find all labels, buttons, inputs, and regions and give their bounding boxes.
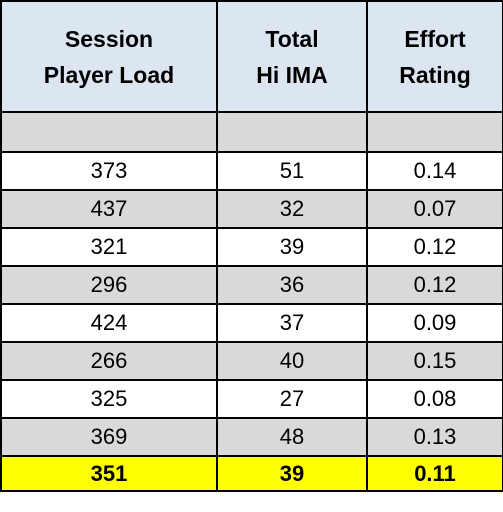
blank-cell bbox=[366, 111, 503, 153]
header-row: Session Player Load Total Hi IMA Effort Ratin… bbox=[0, 0, 503, 113]
data-row: 369 48 0.13 bbox=[0, 417, 503, 457]
column-header: Session Player Load bbox=[0, 0, 218, 113]
data-cell: 373 bbox=[0, 151, 218, 191]
data-row: 424 37 0.09 bbox=[0, 303, 503, 343]
data-row: 266 40 0.15 bbox=[0, 341, 503, 381]
summary-cell: 39 bbox=[216, 455, 368, 492]
blank-cell bbox=[216, 111, 368, 153]
data-cell: 27 bbox=[216, 379, 368, 419]
data-cell: 0.14 bbox=[366, 151, 503, 191]
data-cell: 321 bbox=[0, 227, 218, 267]
data-cell: 0.07 bbox=[366, 189, 503, 229]
column-header: Total Hi IMA bbox=[216, 0, 368, 113]
data-row: 296 36 0.12 bbox=[0, 265, 503, 305]
data-cell: 0.12 bbox=[366, 265, 503, 305]
data-cell: 0.08 bbox=[366, 379, 503, 419]
header-line: Hi IMA bbox=[256, 61, 328, 88]
data-cell: 0.15 bbox=[366, 341, 503, 381]
header-line: Total bbox=[265, 25, 319, 52]
data-cell: 0.09 bbox=[366, 303, 503, 343]
data-cell: 48 bbox=[216, 417, 368, 457]
data-row: 437 32 0.07 bbox=[0, 189, 503, 229]
summary-cell: 351 bbox=[0, 455, 218, 492]
data-row: 321 39 0.12 bbox=[0, 227, 503, 267]
data-cell: 325 bbox=[0, 379, 218, 419]
header-line: Effort bbox=[404, 25, 466, 52]
data-cell: 296 bbox=[0, 265, 218, 305]
data-cell: 266 bbox=[0, 341, 218, 381]
data-cell: 369 bbox=[0, 417, 218, 457]
data-row: 373 51 0.14 bbox=[0, 151, 503, 191]
column-header: Effort Rating bbox=[366, 0, 503, 113]
data-cell: 36 bbox=[216, 265, 368, 305]
data-cell: 51 bbox=[216, 151, 368, 191]
header-line: Player Load bbox=[43, 61, 175, 88]
data-cell: 39 bbox=[216, 227, 368, 267]
data-cell: 40 bbox=[216, 341, 368, 381]
data-cell: 32 bbox=[216, 189, 368, 229]
summary-cell: 0.11 bbox=[366, 455, 503, 492]
header-line: Rating bbox=[399, 61, 471, 88]
data-row: 325 27 0.08 bbox=[0, 379, 503, 419]
data-cell: 0.13 bbox=[366, 417, 503, 457]
data-cell: 37 bbox=[216, 303, 368, 343]
table-body: 373 51 0.14 437 32 0.07 321 39 0.12 296 36 0.12 424 3… bbox=[0, 111, 503, 492]
data-cell: 437 bbox=[0, 189, 218, 229]
header-line: Session bbox=[64, 25, 154, 52]
summary-row: 351 39 0.11 bbox=[0, 455, 503, 492]
blank-row bbox=[0, 111, 503, 153]
blank-cell bbox=[0, 111, 218, 153]
data-table: Session Player Load Total Hi IMA Effort Ratin… bbox=[0, 0, 503, 492]
data-cell: 424 bbox=[0, 303, 218, 343]
data-cell: 0.12 bbox=[366, 227, 503, 267]
